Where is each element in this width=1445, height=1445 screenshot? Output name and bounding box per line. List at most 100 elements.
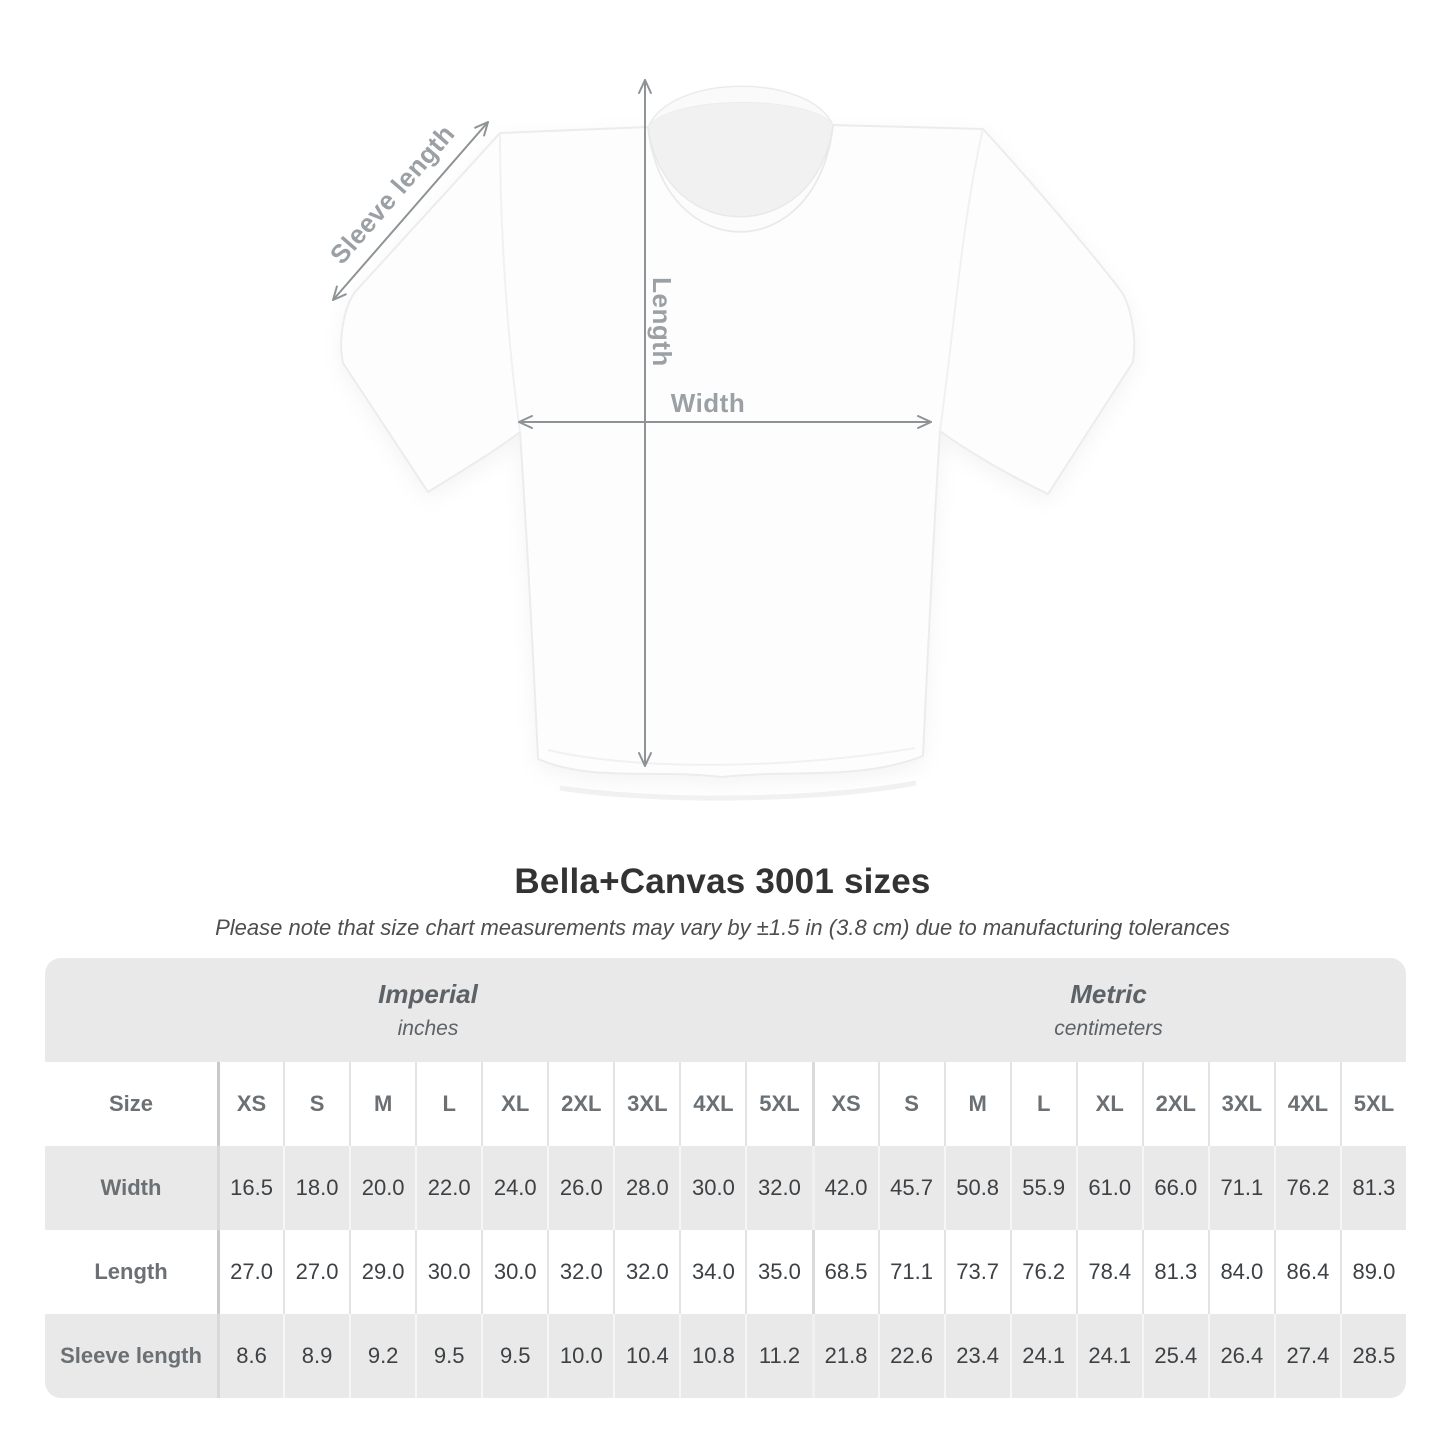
value-cell: 30.0	[415, 1230, 481, 1314]
size-col-imperial-xl: XL	[481, 1062, 547, 1146]
metric-unit: centimeters	[1054, 1017, 1163, 1040]
value-cell: 28.5	[1339, 1314, 1406, 1398]
size-col-metric-xs: XS	[811, 1062, 878, 1146]
value-cell: 26.4	[1207, 1314, 1274, 1398]
value-cell: 8.9	[283, 1314, 349, 1398]
table-header-row: Size XS S M L XL 2XL 3XL 4XL 5XL XS S M L XL 2XL 3XL 4XL 5…	[45, 1062, 1406, 1146]
size-col-metric-s: S	[877, 1062, 944, 1146]
size-col-metric-5xl: 5XL	[1339, 1062, 1406, 1146]
value-cell: 8.6	[217, 1314, 283, 1398]
tshirt-graphic	[340, 85, 1136, 801]
page-title: Bella+Canvas 3001 sizes	[514, 862, 931, 901]
left-armhole-seam	[499, 132, 521, 433]
size-col-metric-2xl: 2XL	[1141, 1062, 1208, 1146]
size-col-imperial-xs: XS	[217, 1062, 283, 1146]
imperial-title: Imperial	[378, 979, 478, 1009]
table-row: Width 16.5 18.0 20.0 22.0 24.0 26.0 28.0 30.0 32.…	[45, 1146, 1406, 1230]
size-col-metric-m: M	[943, 1062, 1010, 1146]
size-col-imperial-5xl: 5XL	[745, 1062, 811, 1146]
value-cell: 10.0	[547, 1314, 613, 1398]
value-cell: 61.0	[1075, 1146, 1142, 1230]
value-cell: 22.0	[415, 1146, 481, 1230]
imperial-unit: inches	[397, 1017, 459, 1040]
heading-block: Bella+Canvas 3001 sizes Please note that…	[0, 862, 1445, 941]
value-cell: 34.0	[679, 1230, 745, 1314]
value-cell: 27.0	[283, 1230, 349, 1314]
table-row: Sleeve length 8.6 8.9 9.2 9.5 9.5 10.0 10.4 10.8…	[45, 1314, 1406, 1398]
value-cell: 9.5	[481, 1314, 547, 1398]
value-cell: 84.0	[1207, 1230, 1274, 1314]
value-cell: 71.1	[877, 1230, 944, 1314]
imperial-header: Imperial inches	[45, 958, 811, 1062]
value-cell: 86.4	[1273, 1230, 1340, 1314]
value-cell: 24.1	[1075, 1314, 1142, 1398]
tshirt-ground-shadow	[559, 780, 917, 801]
value-cell: 27.0	[217, 1230, 283, 1314]
value-cell: 32.0	[613, 1230, 679, 1314]
value-cell: 66.0	[1141, 1146, 1208, 1230]
width-label: Width	[671, 388, 745, 418]
value-cell: 21.8	[811, 1314, 878, 1398]
row-label: Length	[94, 1259, 168, 1284]
value-cell: 22.6	[877, 1314, 944, 1398]
value-cell: 9.5	[415, 1314, 481, 1398]
value-cell: 76.2	[1273, 1146, 1340, 1230]
right-armhole-seam	[939, 128, 984, 432]
value-cell: 24.1	[1009, 1314, 1076, 1398]
value-cell: 30.0	[481, 1230, 547, 1314]
value-cell: 9.2	[349, 1314, 415, 1398]
value-cell: 16.5	[217, 1146, 283, 1230]
value-cell: 76.2	[1009, 1230, 1076, 1314]
size-col-metric-l: L	[1009, 1062, 1076, 1146]
row-label: Sleeve length	[60, 1343, 202, 1368]
value-cell: 28.0	[613, 1146, 679, 1230]
value-cell: 55.9	[1009, 1146, 1076, 1230]
tshirt-body	[340, 124, 1136, 778]
hem-stitch-line	[547, 747, 916, 766]
row-label: Width	[100, 1175, 162, 1200]
size-col-metric-4xl: 4XL	[1273, 1062, 1340, 1146]
value-cell: 10.8	[679, 1314, 745, 1398]
size-col-imperial-2xl: 2XL	[547, 1062, 613, 1146]
value-cell: 27.4	[1273, 1314, 1340, 1398]
size-col-imperial-s: S	[283, 1062, 349, 1146]
size-col-imperial-3xl: 3XL	[613, 1062, 679, 1146]
value-cell: 89.0	[1339, 1230, 1406, 1314]
value-cell: 11.2	[745, 1314, 811, 1398]
metric-header: Metric centimeters	[811, 958, 1406, 1062]
value-cell: 32.0	[547, 1230, 613, 1314]
value-cell: 81.3	[1141, 1230, 1208, 1314]
measurement-arrows	[332, 79, 932, 767]
size-column-header: Size	[108, 1091, 154, 1116]
value-cell: 68.5	[811, 1230, 878, 1314]
value-cell: 10.4	[613, 1314, 679, 1398]
value-cell: 42.0	[811, 1146, 878, 1230]
size-col-metric-3xl: 3XL	[1207, 1062, 1274, 1146]
value-cell: 24.0	[481, 1146, 547, 1230]
metric-title: Metric	[1070, 979, 1147, 1009]
value-cell: 73.7	[943, 1230, 1010, 1314]
size-col-imperial-4xl: 4XL	[679, 1062, 745, 1146]
value-cell: 71.1	[1207, 1146, 1274, 1230]
value-cell: 18.0	[283, 1146, 349, 1230]
length-label: Length	[647, 277, 677, 367]
tshirt-measurement-diagram: Sleeve length Length Width	[324, 79, 1136, 801]
width-arrow	[518, 415, 932, 429]
unit-header-band: Imperial inches Metric centimeters	[45, 958, 1406, 1062]
page-subtitle: Please note that size chart measurements…	[215, 915, 1230, 940]
size-chart-table: Imperial inches Metric centimeters Size X…	[45, 958, 1406, 1398]
value-cell: 20.0	[349, 1146, 415, 1230]
table-row: Length 27.0 27.0 29.0 30.0 30.0 32.0 32.0 34.0 35…	[45, 1230, 1406, 1314]
collar-front-band	[647, 124, 834, 233]
value-cell: 30.0	[679, 1146, 745, 1230]
size-col-imperial-l: L	[415, 1062, 481, 1146]
value-cell: 25.4	[1141, 1314, 1208, 1398]
neck-opening	[648, 102, 833, 217]
size-col-metric-xl: XL	[1075, 1062, 1142, 1146]
value-cell: 50.8	[943, 1146, 1010, 1230]
sleeve-length-arrow	[332, 121, 489, 301]
size-col-imperial-m: M	[349, 1062, 415, 1146]
value-cell: 23.4	[943, 1314, 1010, 1398]
value-cell: 26.0	[547, 1146, 613, 1230]
